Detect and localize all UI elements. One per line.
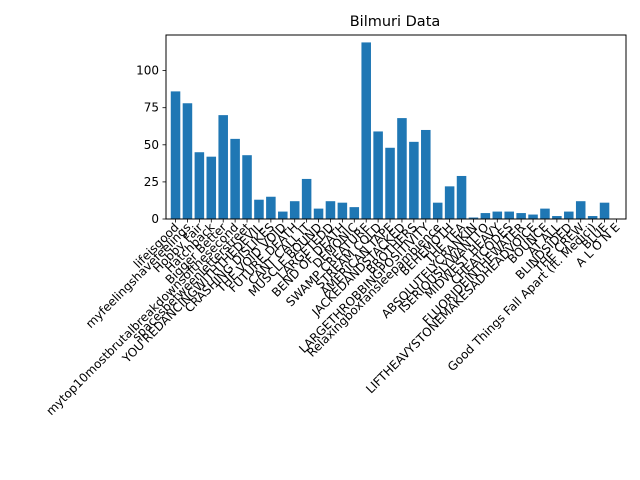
bar [587, 216, 598, 219]
y-tick-label: 50 [144, 138, 159, 152]
bar [170, 91, 181, 219]
bar [325, 201, 336, 219]
bar [552, 216, 562, 219]
y-tick-label: 75 [144, 101, 159, 115]
bar [337, 202, 348, 219]
bar [504, 211, 514, 219]
bar [289, 201, 300, 219]
y-tick-label: 100 [136, 64, 159, 78]
bar [599, 202, 610, 219]
bar [373, 131, 383, 219]
bar [278, 211, 288, 219]
bar [564, 211, 574, 219]
bar [182, 103, 193, 219]
y-axis: 0 25 50 75 100 [136, 64, 166, 226]
bar [432, 202, 443, 219]
bar [254, 199, 264, 219]
bar [528, 214, 538, 219]
bars-group [170, 42, 610, 219]
y-tick-label: 0 [151, 212, 159, 226]
bar [444, 186, 455, 219]
bar [421, 129, 431, 219]
bar [349, 207, 360, 219]
bar [266, 196, 276, 219]
bar [301, 178, 312, 219]
bar [218, 115, 228, 219]
bar [230, 138, 240, 219]
bar [206, 156, 217, 219]
bar [456, 175, 467, 219]
bar [361, 42, 371, 219]
chart-title: Bilmuri Data [350, 14, 441, 30]
bar [397, 118, 407, 219]
bar [242, 155, 252, 219]
bar [194, 152, 205, 219]
bar [540, 208, 550, 219]
bar [480, 213, 491, 219]
bar [575, 201, 586, 219]
bar [516, 213, 526, 219]
bar [385, 147, 395, 219]
bar [313, 208, 324, 219]
plot-frame [165, 34, 627, 220]
bar [492, 211, 503, 219]
y-tick-label: 25 [144, 175, 159, 189]
bar [468, 217, 479, 219]
bar [409, 141, 419, 219]
